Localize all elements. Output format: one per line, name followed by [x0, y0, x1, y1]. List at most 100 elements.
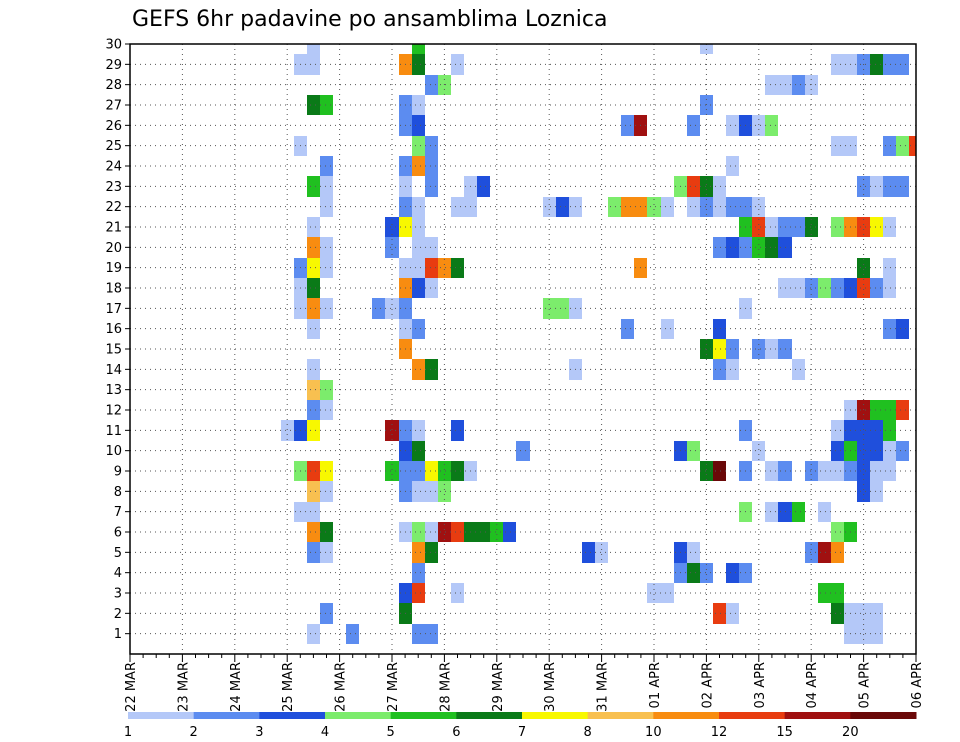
heat-cell	[307, 502, 320, 522]
heat-cell	[896, 54, 909, 75]
x-tick-label: 24 MAR	[229, 662, 244, 712]
colorbar-swatch	[259, 712, 326, 719]
x-tick-label: 03 APR	[753, 662, 768, 708]
y-tick-label: 27	[105, 99, 122, 114]
heat-cell	[765, 502, 778, 522]
heat-cell	[412, 624, 425, 644]
heat-cell	[451, 583, 464, 603]
heat-cell	[608, 197, 621, 217]
heat-cell	[870, 624, 883, 644]
heat-cell	[883, 136, 896, 156]
colorbar-swatch	[193, 712, 260, 719]
heat-cell	[307, 298, 320, 319]
colorbar-swatch	[325, 712, 392, 719]
heat-cell	[726, 603, 739, 624]
y-tick-label: 10	[105, 444, 122, 459]
heat-cell	[307, 380, 320, 400]
heat-cell	[281, 420, 294, 441]
colorbar-tick-label: 7	[518, 725, 526, 740]
y-tick-label: 5	[114, 546, 122, 561]
heat-cell	[307, 542, 320, 563]
heat-cell	[857, 176, 870, 197]
heat-cell	[765, 75, 778, 95]
heat-cell	[320, 461, 333, 481]
heat-cell	[582, 542, 595, 563]
x-tick-label: 22 MAR	[124, 662, 139, 712]
heat-cell	[412, 258, 425, 278]
heat-cell	[713, 237, 726, 258]
heat-cell	[543, 197, 556, 217]
colorbar-tick-label: 3	[255, 725, 263, 740]
heat-cell	[320, 156, 333, 176]
heat-cell	[438, 522, 451, 542]
heat-cell	[307, 461, 320, 481]
heat-cell	[307, 217, 320, 237]
colorbar-tick-label: 1	[124, 725, 132, 740]
heat-cell	[556, 197, 569, 217]
heat-cell	[896, 136, 909, 156]
y-tick-label: 8	[114, 485, 122, 500]
heat-cell	[372, 298, 385, 319]
heat-cell	[307, 522, 320, 542]
heat-cell	[883, 258, 896, 278]
heat-cell	[307, 400, 320, 420]
heat-cell	[726, 197, 739, 217]
heat-cell	[713, 197, 726, 217]
y-tick-label: 16	[105, 322, 122, 337]
x-tick-label: 29 MAR	[491, 662, 506, 712]
heat-cell	[805, 542, 818, 563]
heat-cell	[713, 461, 726, 481]
y-tick-label: 25	[105, 139, 122, 154]
y-tick-label: 13	[105, 383, 122, 398]
heat-cell	[726, 156, 739, 176]
heat-cell	[385, 420, 399, 441]
heat-cell	[752, 115, 765, 136]
x-axis: 22 MAR 23 MAR 24 MAR 25 MAR 26 MAR 27 MAR 28 M…	[124, 654, 925, 712]
heat-cell	[451, 197, 464, 217]
heat-cell	[307, 176, 320, 197]
heat-cell	[726, 115, 739, 136]
heat-cell	[831, 583, 844, 603]
heat-cell	[752, 237, 765, 258]
heat-cell	[320, 197, 333, 217]
heat-cell	[818, 461, 831, 481]
heat-cell	[700, 197, 713, 217]
heat-cell	[425, 481, 438, 502]
heat-cell	[896, 441, 909, 461]
heat-cell	[805, 217, 818, 237]
heat-cell	[385, 461, 399, 481]
heat-cell	[805, 461, 818, 481]
chart-title: GEFS 6hr padavine po ansamblima Loznica	[132, 7, 607, 32]
heat-cell	[451, 522, 464, 542]
heat-cell	[320, 522, 333, 542]
heat-cell	[307, 44, 320, 54]
heat-cell	[870, 420, 883, 441]
heat-cell	[765, 237, 778, 258]
heat-cell	[831, 420, 844, 441]
heat-cell	[792, 359, 805, 380]
heat-cell	[883, 54, 896, 75]
colorbar-swatch	[719, 712, 786, 719]
heat-cell	[818, 502, 831, 522]
heat-cell	[412, 54, 425, 75]
x-tick-label: 25 MAR	[281, 662, 296, 712]
heat-cell	[831, 217, 844, 237]
plot-frame	[129, 43, 917, 655]
heat-cell	[320, 298, 333, 319]
heat-cell	[687, 542, 700, 563]
heat-cell	[451, 258, 464, 278]
heat-cell	[621, 115, 634, 136]
y-tick-label: 29	[105, 58, 122, 73]
heat-cell	[687, 115, 700, 136]
heat-cell	[831, 136, 844, 156]
y-axis: 1234567891011121314151617181920212223242…	[105, 38, 130, 642]
heat-cell	[320, 95, 333, 115]
heat-cell	[857, 481, 870, 502]
heat-cell	[412, 44, 425, 54]
colorbar-tick-label: 4	[321, 725, 329, 740]
heat-cell	[647, 197, 661, 217]
y-tick-label: 12	[105, 404, 122, 419]
colorbar-swatch	[784, 712, 851, 719]
heat-cell	[385, 237, 399, 258]
heat-cell	[870, 217, 883, 237]
